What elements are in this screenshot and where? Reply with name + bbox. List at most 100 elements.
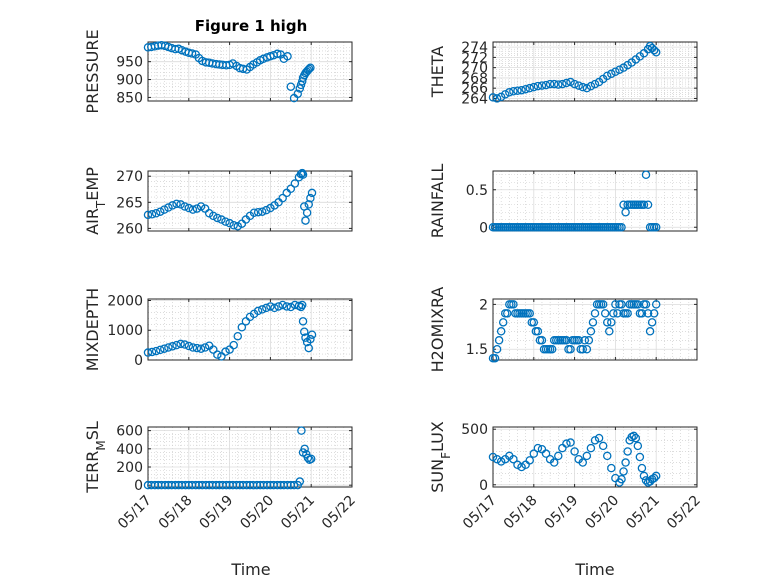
data-point-sun-flux bbox=[582, 451, 592, 461]
data-point-air-temp bbox=[176, 200, 185, 209]
data-point-theta bbox=[505, 88, 514, 97]
y-tick-label-mixdepth: 0 bbox=[134, 353, 143, 369]
data-point-sun-flux bbox=[639, 471, 649, 481]
data-point-mixdepth bbox=[168, 342, 177, 351]
data-point-h2omixra bbox=[490, 353, 500, 363]
data-point-air-temp bbox=[168, 201, 177, 210]
data-point-theta bbox=[537, 81, 547, 90]
data-point-h2omixra bbox=[525, 309, 534, 318]
data-point-pressure bbox=[293, 89, 302, 99]
data-point-air-temp bbox=[155, 207, 165, 216]
data-point-sun-flux bbox=[649, 473, 659, 483]
y-tick-label-terr-msl: 400 bbox=[116, 442, 143, 458]
data-point-mixdepth bbox=[196, 344, 206, 353]
data-point-mixdepth bbox=[270, 303, 279, 313]
y-tick-label-h2omixra: 2 bbox=[479, 297, 488, 313]
data-point-theta bbox=[590, 79, 600, 89]
data-point-theta bbox=[529, 82, 539, 92]
y-tick-label-rainfall: 0.5 bbox=[466, 183, 488, 199]
y-tick-label-mixdepth: 2000 bbox=[107, 293, 143, 309]
data-point-air-temp bbox=[302, 208, 312, 217]
data-point-mixdepth bbox=[286, 302, 296, 312]
data-point-mixdepth bbox=[164, 343, 173, 352]
figure-title: Figure 1 high bbox=[195, 17, 308, 35]
data-point-theta bbox=[607, 69, 616, 79]
data-point-h2omixra bbox=[607, 318, 616, 327]
data-point-mixdepth bbox=[188, 343, 198, 352]
subplot-mixdepth: 0 1000 2000 MIXDEPTH bbox=[83, 288, 353, 371]
data-point-air-temp bbox=[262, 205, 271, 215]
data-point-sun-flux bbox=[488, 452, 498, 462]
data-point-air-temp bbox=[160, 205, 169, 214]
data-point-mixdepth bbox=[306, 334, 315, 344]
data-point-theta bbox=[525, 83, 534, 93]
data-point-h2omixra bbox=[647, 318, 657, 327]
data-point-theta bbox=[570, 79, 579, 89]
data-point-terr-msl bbox=[300, 444, 309, 454]
y-axis-label-theta: THETA bbox=[428, 46, 447, 98]
data-point-h2omixra bbox=[649, 309, 659, 318]
y-tick-label-rainfall: 0 bbox=[479, 220, 488, 236]
data-point-mixdepth bbox=[229, 340, 238, 350]
data-point-rainfall bbox=[641, 170, 651, 179]
data-point-h2omixra bbox=[580, 336, 590, 345]
data-point-mixdepth bbox=[209, 345, 218, 354]
y-tick-label-theta: 272 bbox=[461, 50, 488, 66]
data-point-terr-msl bbox=[306, 454, 316, 464]
data-point-h2omixra bbox=[537, 336, 547, 345]
data-point-sun-flux bbox=[517, 462, 526, 472]
y-axis-label-sun-flux: SUNFLUX bbox=[428, 421, 453, 493]
data-point-sun-flux bbox=[651, 471, 661, 481]
data-point-h2omixra bbox=[609, 309, 618, 318]
data-point-theta bbox=[558, 79, 567, 89]
data-point-mixdepth bbox=[155, 345, 165, 355]
data-point-theta bbox=[586, 81, 596, 91]
data-point-theta bbox=[578, 82, 588, 92]
data-point-sun-flux bbox=[617, 474, 626, 484]
data-point-rainfall bbox=[651, 222, 661, 232]
data-point-theta bbox=[517, 85, 526, 95]
data-point-theta bbox=[545, 79, 555, 89]
data-point-mixdepth bbox=[278, 300, 287, 310]
data-point-theta bbox=[500, 90, 510, 99]
data-point-h2omixra bbox=[613, 309, 622, 318]
data-point-air-temp bbox=[225, 218, 234, 228]
data-point-air-temp bbox=[209, 211, 218, 221]
y-axis-label-rainfall: RAINFALL bbox=[428, 164, 447, 239]
data-point-mixdepth bbox=[200, 343, 210, 352]
data-point-rainfall bbox=[619, 200, 628, 209]
data-point-h2omixra bbox=[533, 327, 543, 336]
data-point-pressure bbox=[286, 82, 296, 91]
data-point-theta bbox=[649, 45, 659, 55]
data-point-sun-flux bbox=[492, 454, 502, 464]
y-tick-label-terr-msl: 0 bbox=[134, 478, 143, 494]
data-point-sun-flux bbox=[525, 456, 534, 465]
data-point-mixdepth bbox=[298, 317, 308, 326]
data-point-air-temp bbox=[290, 179, 300, 188]
data-point-mixdepth bbox=[262, 303, 271, 313]
subplot-h2omixra: 1.5 2 H2OMIXRA bbox=[428, 287, 698, 372]
data-point-sun-flux bbox=[629, 431, 639, 441]
data-point-theta bbox=[513, 86, 522, 95]
data-point-sun-flux bbox=[533, 443, 543, 453]
y-tick-label-sun-flux: 0 bbox=[479, 478, 488, 494]
data-point-air-temp bbox=[249, 208, 259, 217]
data-point-terr-msl bbox=[171, 480, 180, 490]
data-point-mixdepth bbox=[282, 302, 291, 311]
data-point-air-temp bbox=[147, 210, 157, 219]
data-point-theta bbox=[492, 94, 502, 103]
data-point-air-temp bbox=[298, 170, 308, 179]
x-axis-label-right: Time bbox=[574, 560, 614, 579]
data-point-sun-flux bbox=[529, 449, 539, 458]
data-point-h2omixra bbox=[496, 327, 506, 336]
data-point-theta bbox=[549, 79, 559, 89]
data-point-terr-msl bbox=[211, 480, 221, 490]
data-point-theta bbox=[602, 71, 612, 81]
data-point-h2omixra bbox=[578, 344, 588, 354]
data-point-terr-msl bbox=[295, 477, 305, 486]
data-point-sun-flux bbox=[619, 467, 628, 476]
